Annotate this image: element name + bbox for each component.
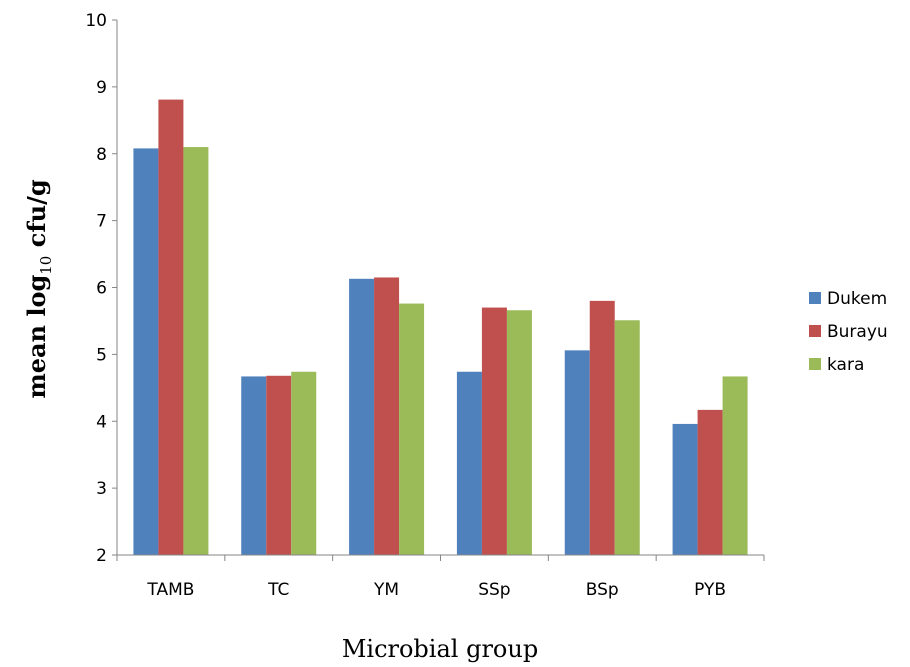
x-axis-title: Microbial group (342, 635, 538, 663)
bar-kara-ym (399, 303, 425, 555)
y-axis-title: mean log10 cfu/g (22, 179, 55, 399)
x-tick-label: BSp (586, 580, 619, 600)
bar-kara-bsp (614, 320, 640, 555)
legend-label-kara: kara (827, 355, 864, 375)
legend-label-dukem: Dukem (827, 289, 887, 309)
bar-dukem-tc (241, 376, 267, 555)
bar-dukem-tamb (133, 148, 159, 555)
y-tick-label: 10 (85, 11, 107, 31)
bar-kara-tamb (183, 147, 209, 555)
x-tick-label: YM (373, 580, 399, 600)
y-axis-title-main: mean log (22, 275, 51, 399)
bar-burayu-tamb (158, 99, 184, 556)
bar-burayu-tc (266, 375, 292, 555)
bar-burayu-ssp (481, 307, 507, 555)
bar-dukem-pyb (672, 423, 698, 555)
y-tick-label: 3 (96, 479, 107, 499)
legend-swatch-kara (809, 358, 821, 370)
bar-dukem-bsp (564, 350, 590, 555)
x-tick-label: TC (267, 580, 289, 600)
bar-kara-tc (291, 371, 317, 555)
legend-label-burayu: Burayu (827, 322, 888, 342)
bar-dukem-ym (349, 278, 375, 555)
x-tick-label: TAMB (146, 580, 194, 600)
plot-area (133, 99, 748, 556)
y-tick-label: 8 (96, 145, 107, 165)
legend-swatch-dukem (809, 292, 821, 304)
bar-kara-ssp (506, 310, 532, 555)
y-tick-label: 5 (96, 345, 107, 365)
y-tick-label: 9 (96, 78, 107, 98)
legend: Dukem Burayu kara (809, 289, 888, 375)
y-axis-title-unit: cfu/g (22, 179, 51, 256)
bar-dukem-ssp (456, 371, 482, 555)
y-tick-label: 7 (96, 212, 107, 232)
bar-kara-pyb (722, 376, 748, 555)
y-tick-label: 4 (96, 412, 107, 432)
y-axis-title-subscript: 10 (37, 256, 55, 275)
y-tick-label: 6 (96, 279, 107, 299)
legend-swatch-burayu (809, 325, 821, 337)
bar-burayu-ym (374, 277, 400, 555)
y-tick-label: 2 (96, 546, 107, 566)
x-tick-label: PYB (694, 580, 726, 600)
bar-burayu-bsp (589, 300, 615, 555)
bar-burayu-pyb (697, 409, 723, 555)
axes: 2 3 4 5 6 7 8 9 10 TAMB TC YM SSp BSp PYB (85, 11, 765, 600)
x-tick-label: SSp (478, 580, 510, 600)
